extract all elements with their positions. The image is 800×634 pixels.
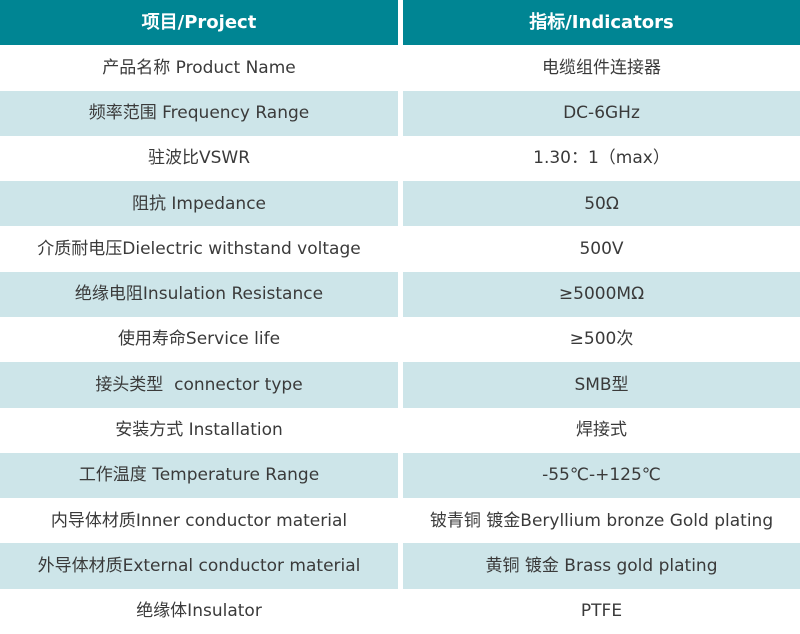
- table-row: 绝缘电阻Insulation Resistance ≥5000MΩ: [0, 271, 800, 317]
- row-value: 500V: [579, 238, 624, 259]
- row-value: PTFE: [580, 601, 623, 622]
- row-label: 频率范围 Frequency Range: [0, 90, 398, 136]
- row-value: -55℃-+125℃: [403, 452, 800, 499]
- table-row: 驻波比VSWR 1.30：1（max）: [0, 136, 800, 181]
- table-row: 绝缘体Insulator PTFE: [0, 589, 800, 634]
- row-value: ≥500次: [569, 329, 634, 350]
- row-label: 安装方式 Installation: [115, 420, 283, 440]
- table-row: 介质耐电压Dielectric withstand voltage 500V: [0, 226, 800, 271]
- table-row: 接头类型 connector type SMB型: [0, 362, 800, 408]
- table-row: 工作温度 Temperature Range -55℃-+125℃: [0, 452, 800, 499]
- row-label: 接头类型 connector type: [0, 362, 398, 408]
- row-label: 工作温度 Temperature Range: [0, 452, 398, 499]
- row-value: 焊接式: [576, 420, 627, 440]
- row-label: 绝缘电阻Insulation Resistance: [0, 271, 398, 317]
- row-value: 电缆组件连接器: [542, 57, 661, 78]
- table-row: 安装方式 Installation 焊接式: [0, 408, 800, 453]
- row-value: DC-6GHz: [403, 90, 800, 136]
- table-row: 阻抗 Impedance 50Ω: [0, 181, 800, 227]
- table-row: 产品名称 Product Name 电缆组件连接器: [0, 45, 800, 90]
- row-label: 产品名称 Product Name: [102, 57, 296, 78]
- table-header-row: 项目/Project 指标/Indicators: [0, 0, 800, 46]
- row-value: SMB型: [403, 362, 800, 408]
- row-label: 绝缘体Insulator: [136, 601, 262, 622]
- row-label: 阻抗 Impedance: [0, 181, 398, 227]
- header-cell-indicators: 指标/Indicators: [403, 0, 800, 46]
- row-label: 介质耐电压Dielectric withstand voltage: [37, 238, 361, 259]
- table-row: 外导体材质External conductor material 黄铜 镀金 B…: [0, 543, 800, 589]
- row-value: ≥5000MΩ: [403, 271, 800, 317]
- header-cell-project: 项目/Project: [0, 0, 398, 46]
- table-row: 使用寿命Service life ≥500次: [0, 317, 800, 362]
- row-label: 外导体材质External conductor material: [0, 543, 398, 589]
- row-label: 内导体材质Inner conductor material: [50, 510, 348, 531]
- row-value: 50Ω: [403, 181, 800, 227]
- row-value: 铍青铜 镀金Beryllium bronze Gold plating: [429, 510, 774, 531]
- table-row: 内导体材质Inner conductor material 铍青铜 镀金Bery…: [0, 498, 800, 543]
- row-label: 驻波比VSWR: [147, 148, 251, 169]
- row-value: 1.30：1（max）: [533, 148, 670, 169]
- table-row: 频率范围 Frequency Range DC-6GHz: [0, 90, 800, 136]
- row-label: 使用寿命Service life: [117, 329, 281, 350]
- row-value: 黄铜 镀金 Brass gold plating: [403, 543, 800, 589]
